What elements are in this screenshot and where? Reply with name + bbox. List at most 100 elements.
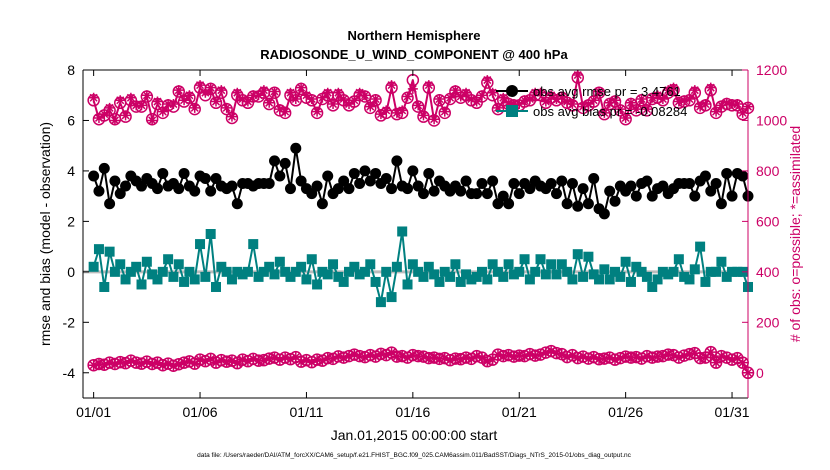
data-point [604, 274, 615, 285]
data-point [184, 266, 195, 277]
data-point [498, 92, 509, 103]
data-point [413, 351, 424, 362]
legend-rmse-label: obs avg rmse pr = 3.4761 [533, 84, 681, 99]
data-point [407, 83, 418, 94]
y-tick-label: 4 [67, 163, 75, 179]
data-point [471, 188, 483, 200]
data-point [508, 351, 519, 362]
data-point [211, 357, 221, 368]
legend-bias-marker [506, 105, 518, 117]
data-point [211, 281, 221, 292]
data-point [157, 360, 168, 371]
data-point [434, 94, 445, 105]
data-point [508, 99, 519, 110]
data-point [615, 271, 626, 282]
data-point [173, 359, 184, 370]
data-point [226, 180, 238, 192]
data-point [710, 178, 722, 190]
data-point [179, 357, 190, 368]
data-point [216, 85, 227, 96]
data-point [572, 200, 584, 212]
data-point [567, 350, 578, 361]
data-point [588, 269, 599, 280]
data-point [482, 356, 493, 367]
data-point [631, 352, 642, 363]
data-point [588, 352, 599, 363]
data-point [136, 279, 147, 290]
data-point [296, 261, 307, 272]
data-point [460, 175, 472, 187]
data-point [391, 155, 403, 167]
data-point [88, 261, 99, 272]
data-point [492, 102, 503, 113]
data-point [328, 99, 339, 110]
data-point [583, 353, 594, 364]
data-point [679, 95, 690, 106]
data-point [402, 279, 413, 290]
data-point [487, 87, 498, 98]
y-right-tick-label: 800 [756, 163, 780, 179]
data-point [727, 266, 738, 277]
data-point [705, 266, 716, 277]
data-point [503, 97, 514, 108]
data-point [578, 271, 589, 282]
y-right-tick-label: 600 [756, 213, 780, 229]
data-point [652, 351, 663, 362]
data-point [269, 86, 280, 97]
legend-rmse-marker [506, 85, 518, 97]
data-point [679, 350, 690, 361]
data-point [530, 266, 541, 277]
plot-area [83, 70, 748, 398]
data-point [625, 276, 636, 287]
data-point [173, 183, 185, 195]
data-point [317, 266, 328, 277]
data-point [620, 256, 631, 267]
data-point [264, 97, 275, 108]
data-point [147, 269, 158, 280]
data-point [466, 94, 477, 105]
data-point [418, 110, 429, 121]
data-point [348, 167, 360, 179]
data-point [583, 99, 594, 110]
data-point [296, 82, 307, 93]
data-point [381, 350, 392, 361]
data-point [455, 354, 466, 365]
data-point [482, 75, 493, 86]
data-point [131, 357, 142, 368]
data-point [131, 261, 142, 272]
data-point [630, 190, 642, 202]
data-point [253, 90, 264, 101]
data-point [546, 90, 557, 101]
data-point [402, 352, 413, 363]
data-point [700, 99, 711, 110]
data-point [258, 355, 269, 366]
data-point [413, 100, 424, 111]
data-point [333, 351, 344, 362]
data-point [231, 198, 243, 210]
data-point [556, 91, 567, 102]
data-point [199, 172, 211, 184]
data-point [508, 178, 520, 190]
data-point [450, 259, 461, 270]
data-point [477, 352, 487, 363]
data-point [508, 269, 519, 280]
data-point [647, 281, 658, 292]
data-point [641, 104, 652, 115]
data-point [285, 87, 296, 98]
data-point [721, 271, 732, 282]
data-point [88, 170, 100, 182]
data-point [157, 266, 168, 277]
data-point [317, 92, 328, 103]
data-point [716, 256, 727, 267]
data-point [195, 239, 206, 250]
data-point [561, 198, 573, 210]
data-point [99, 359, 110, 370]
data-point [375, 348, 386, 359]
data-point [322, 269, 333, 280]
data-point [93, 244, 104, 255]
data-point [609, 195, 621, 207]
x-tick-label: 01/06 [183, 404, 218, 420]
data-point [88, 360, 99, 371]
data-point [498, 351, 509, 362]
data-point [359, 352, 370, 363]
